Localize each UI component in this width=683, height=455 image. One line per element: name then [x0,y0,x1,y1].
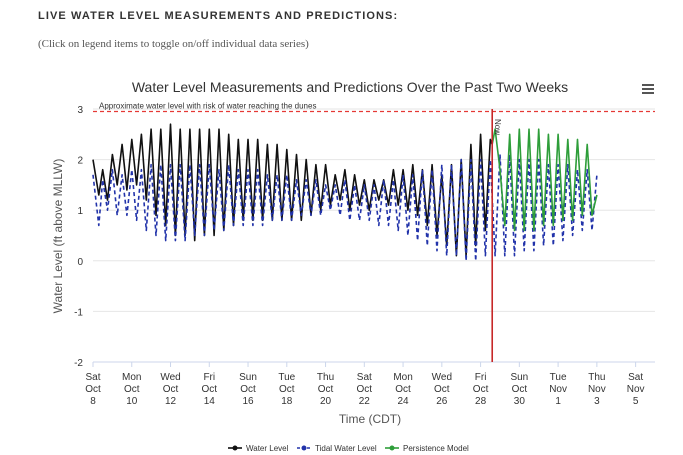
legend-label: Tidal Water Level [315,444,377,453]
x-tick-label: Thu Nov 3 [588,372,606,407]
x-tick-line: Oct [240,384,256,395]
x-tick-label: Sat Oct 8 [85,372,101,407]
x-tick-line: Nov [549,384,567,395]
x-tick-line: Oct [85,384,101,395]
legend-label: Water Level [246,444,289,453]
x-tick-line: Sat [628,372,643,383]
x-tick-line: 18 [281,396,293,407]
x-tick-label: Thu Oct 20 [317,372,334,407]
x-tick-line: Fri [475,372,487,383]
x-tick-line: Oct [434,384,450,395]
legend-item-tidal-water-level[interactable]: Tidal Water Level [297,444,377,453]
y-tick-label: 1 [77,206,83,217]
x-tick-line: Sat [85,372,100,383]
x-tick-line: Thu [588,372,605,383]
legend-label: Persistence Model [403,444,469,453]
legend-marker [301,445,307,451]
x-tick-label: Wed Oct 26 [432,372,452,407]
x-tick-line: Oct [163,384,179,395]
x-tick-line: Fri [203,372,215,383]
x-tick-line: Oct [318,384,334,395]
x-tick-line: Sat [357,372,372,383]
x-tick-line: Oct [395,384,411,395]
x-tick-line: Tue [550,372,567,383]
x-tick-label: Wed Oct 12 [160,372,180,407]
x-tick-line: 22 [359,396,371,407]
x-tick-line: Wed [432,372,452,383]
hamburger-menu-icon[interactable] [642,84,654,94]
y-tick-label: 0 [77,257,83,268]
x-tick-line: Nov [588,384,606,395]
x-tick-label: Sat Oct 22 [357,372,373,407]
x-tick-line: 12 [165,396,177,407]
x-tick-line: Oct [473,384,489,395]
x-tick-line: 14 [204,396,216,407]
x-tick-line: Wed [160,372,180,383]
x-tick-line: Oct [357,384,373,395]
x-tick-line: 30 [514,396,526,407]
x-tick-line: 10 [126,396,138,407]
x-tick-label: Fri Oct 28 [473,372,489,407]
x-tick-line: 28 [475,396,487,407]
x-tick-label: Tue Oct 18 [278,372,295,407]
x-tick-line: 16 [242,396,254,407]
x-tick-label: Fri Oct 14 [201,372,217,407]
series-persistence-model [491,128,598,232]
x-tick-line: 8 [90,396,96,407]
legend-marker [389,445,395,451]
page-heading: LIVE WATER LEVEL MEASUREMENTS AND PREDIC… [38,10,399,22]
x-tick-label: Sun Oct 16 [239,372,257,407]
y-tick-label: -2 [74,358,83,369]
x-tick-line: Sun [239,372,257,383]
x-tick-line: Thu [317,372,334,383]
legend-marker [232,445,238,451]
x-tick-line: Oct [279,384,295,395]
x-tick-line: Oct [512,384,528,395]
x-tick-label: Mon Oct 24 [393,372,412,407]
x-tick-line: 26 [436,396,448,407]
x-tick-line: Tue [278,372,295,383]
threshold-label: Approximate water level with risk of wat… [99,102,316,111]
x-tick-line: 1 [555,396,561,407]
now-label: Now [493,119,502,135]
chart-title: Water Level Measurements and Predictions… [132,79,568,95]
legend-item-persistence-model[interactable]: Persistence Model [385,444,469,453]
legend-item-water-level[interactable]: Water Level [228,444,289,453]
y-tick-label: 2 [77,156,83,167]
y-tick-label: 3 [77,105,83,116]
x-tick-label: Sun Oct 30 [510,372,528,407]
x-tick-line: Sun [510,372,528,383]
x-tick-label: Tue Nov 1 [549,372,567,407]
x-tick-label: Sat Nov 5 [627,372,645,407]
x-tick-line: 5 [633,396,639,407]
x-tick-line: 20 [320,396,332,407]
x-tick-line: Oct [124,384,140,395]
x-tick-line: Oct [201,384,217,395]
x-tick-line: Nov [627,384,645,395]
x-tick-line: Mon [122,372,141,383]
x-tick-line: 24 [398,396,410,407]
y-axis-label: Water Level (ft above MLLW) [51,159,65,314]
x-tick-label: Mon Oct 10 [122,372,141,407]
legend-instructions: (Click on legend items to toggle on/off … [38,38,309,50]
series-water-level [92,123,493,257]
x-tick-line: 3 [594,396,600,407]
x-axis-label: Time (CDT) [339,412,401,426]
x-tick-line: Mon [393,372,412,383]
y-tick-label: -1 [74,307,83,318]
